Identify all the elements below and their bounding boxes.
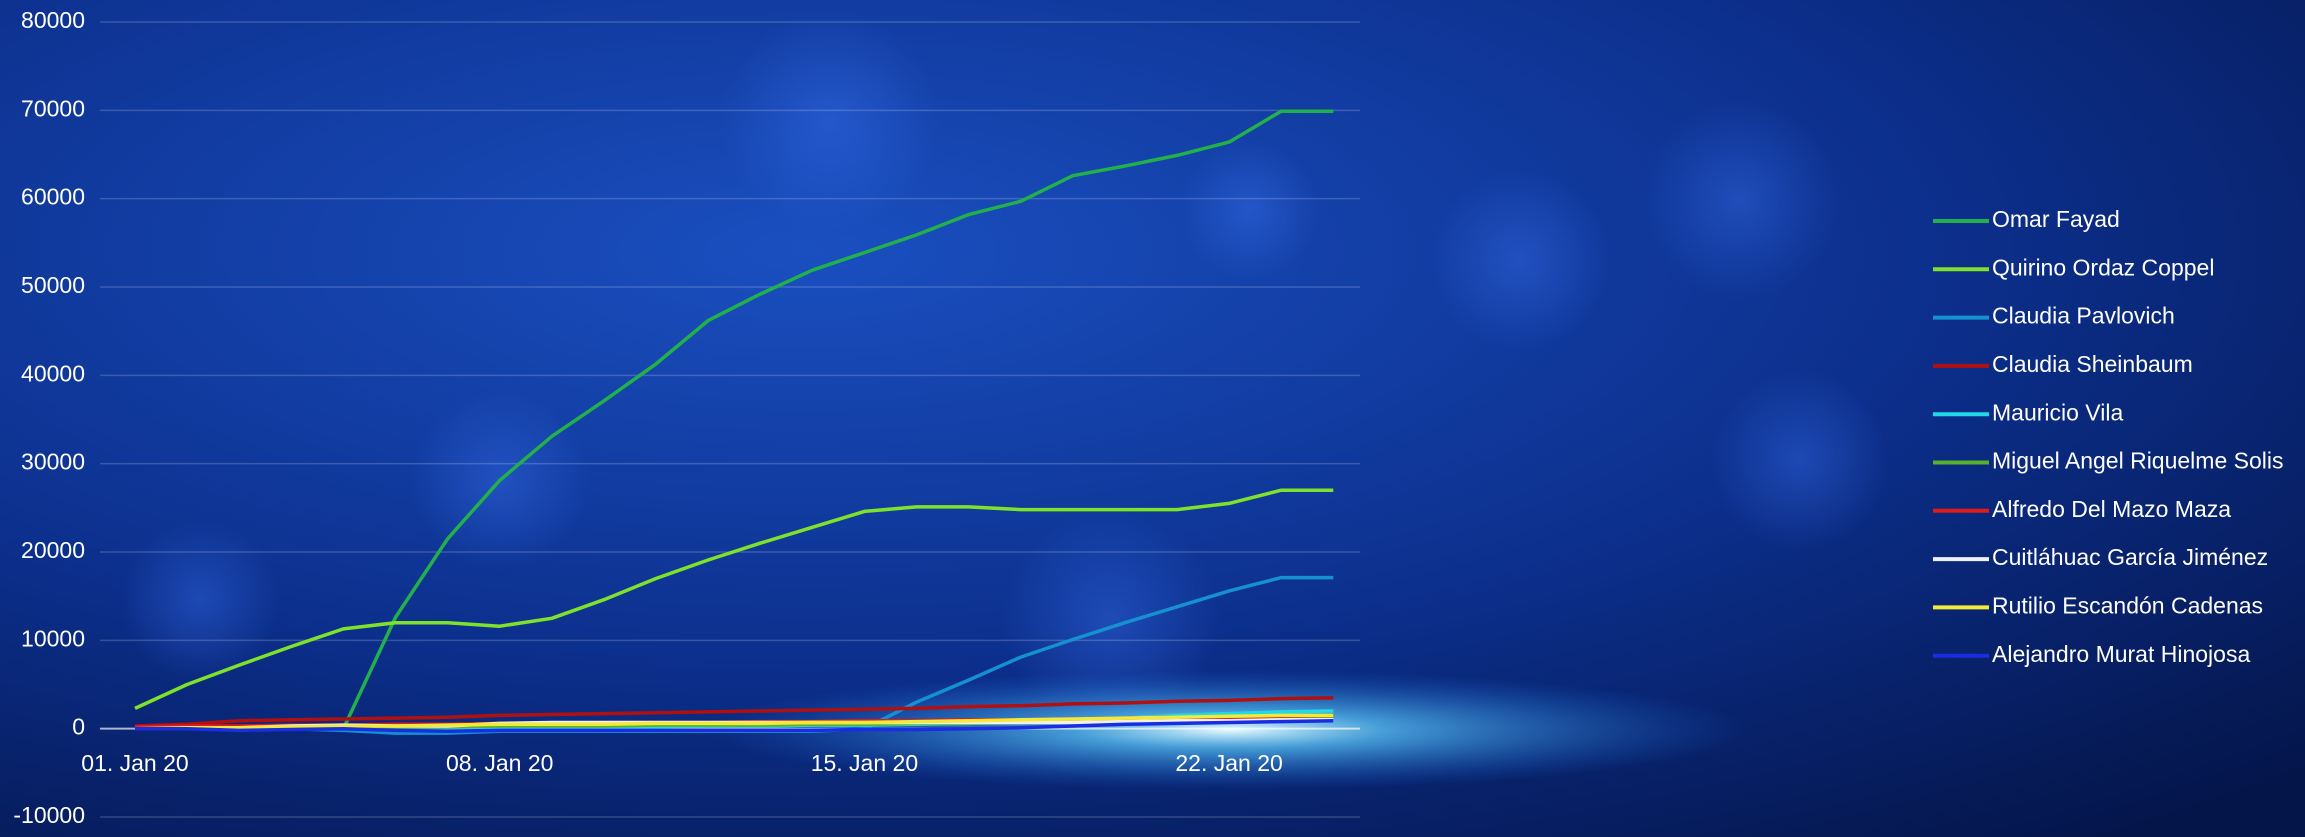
y-tick-label: 40000 [21,360,85,386]
legend-label: Omar Fayad [1992,206,2120,232]
legend-label: Rutilio Escandón Cadenas [1992,592,2263,618]
series-line [134,713,1334,731]
y-tick-label: 20000 [21,537,85,563]
series-line [135,718,1334,734]
series-line [134,488,1334,710]
x-tick-label: 22. Jan 20 [1175,750,1282,776]
legend-label: Cuitláhuac García Jiménez [1992,544,2268,570]
y-tick-label: 30000 [21,449,85,475]
x-tick-label: 08. Jan 20 [446,750,553,776]
y-tick-label: 80000 [21,7,85,33]
legend-label: Quirino Ordaz Coppel [1992,254,2214,280]
y-tick-label: 10000 [21,625,85,651]
y-tick-label: 0 [72,714,85,740]
legend-label: Claudia Sheinbaum [1992,351,2193,377]
legend-label: Mauricio Vila [1992,399,2123,425]
legend-label: Alejandro Murat Hinojosa [1992,641,2250,667]
y-tick-label: 70000 [21,95,85,121]
x-tick-label: 01. Jan 20 [81,750,188,776]
legend-label: Alfredo Del Mazo Maza [1992,496,2231,522]
legend-label: Claudia Pavlovich [1992,303,2175,329]
y-tick-label: 50000 [21,272,85,298]
legend-label: Miguel Angel Riquelme Solis [1992,448,2284,474]
y-tick-label: 60000 [21,184,85,210]
glow [710,670,1750,790]
y-tick-label: -10000 [13,802,85,828]
series-line [134,696,1334,728]
x-tick-label: 15. Jan 20 [811,750,918,776]
